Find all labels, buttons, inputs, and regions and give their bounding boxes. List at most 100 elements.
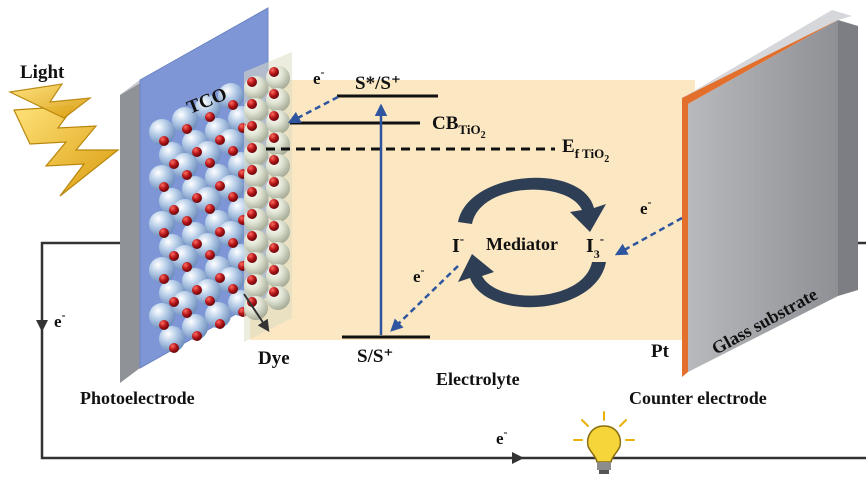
tio2-nanoparticle [218,267,244,293]
tio2-nanoparticle [195,141,221,167]
dye-molecule [247,187,257,197]
tio2-nanoparticle [172,245,198,271]
tio2-nanoparticle [218,83,244,109]
electron-label-regeneration: e- [413,263,425,286]
dye-molecule [205,204,215,214]
dye-molecule [247,275,257,285]
dye-particle-layer [244,66,290,320]
counter-electrode-side [838,20,858,296]
dye-molecule [247,77,257,87]
mediator-label: Mediator [486,234,558,254]
dye-molecule [159,136,169,146]
dye-molecule [269,155,279,165]
dye-molecule [192,147,202,157]
light-bulb-icon [573,411,635,474]
tio2-nanoparticle [205,302,231,328]
excited-state-label: S*/S⁺ [355,73,401,94]
dye-molecule [182,308,192,318]
electron-label-injection: e- [313,65,325,88]
dye-molecule [247,297,257,307]
dye-molecule [269,287,279,297]
wire-arrow-down [36,320,48,332]
dye-molecule [169,251,179,261]
ground-state-label: S/S⁺ [357,346,393,367]
dye-molecule [269,133,279,143]
dye-molecule [169,159,179,169]
triiodide-label: I3- [586,231,604,261]
dye-molecule [192,193,202,203]
dye-molecule [169,205,179,215]
tio2-nanoparticle [159,326,185,352]
dye-molecule [228,146,238,156]
dye-molecule [247,165,257,175]
dye-molecule [269,111,279,121]
tio2-nanoparticle [172,153,198,179]
tio2-nanoparticle [172,107,198,133]
dye-molecule [192,239,202,249]
dye-molecule [228,238,238,248]
dye-molecule [182,124,192,134]
tio2-nanoparticle [195,187,221,213]
tio2-nanoparticle [149,303,175,329]
dye-molecule [247,253,257,263]
dye-molecule [269,199,279,209]
dye-molecule [215,181,225,191]
photoelectrode-label: Photoelectrode [80,388,195,408]
dye-molecule [228,284,238,294]
pt-label: Pt [651,341,670,362]
dye-molecule [159,182,169,192]
dye-molecule [215,273,225,283]
tio2-nanoparticle [149,119,175,145]
dye-molecule [269,67,279,77]
dye-molecule [247,209,257,219]
mediator-cycle-icon [458,177,606,308]
tio2-nanoparticle [182,314,208,340]
dye-label: Dye [258,348,290,369]
tio2-nanoparticle [149,211,175,237]
dye-molecule [228,100,238,110]
electron-label-circuit-bottom: e- [496,425,508,448]
dye-molecule [205,158,215,168]
regeneration-arrow [390,265,459,332]
dye-molecule [228,192,238,202]
tio2-nanoparticle [172,291,198,317]
light-label: Light [20,62,65,83]
dye-molecule [192,285,202,295]
counter-electrode-label: Counter electrode [629,388,767,408]
dye-molecule [169,343,179,353]
dye-molecule [182,170,192,180]
tio2-nanoparticle [218,129,244,155]
tio2-nanoparticle [218,221,244,247]
dye-molecule [159,274,169,284]
fermi-level-label: Ef TiO2 [562,136,609,165]
injection-arrow [287,95,339,124]
dye-molecule [247,121,257,131]
tio2-nanoparticle [195,95,221,121]
conduction-band-label: CBTiO2 [432,113,486,141]
tio2-nanoparticle [149,257,175,283]
dye-molecule [205,250,215,260]
counter-electrode-top [682,10,852,98]
dye-molecule [247,143,257,153]
electrolyte-label: Electrolyte [436,369,520,389]
dye-molecule [205,112,215,122]
dye-molecule [192,331,202,341]
electron-label-circuit-left: e- [54,308,66,331]
dye-molecule [269,243,279,253]
tio2-nanoparticle [195,233,221,259]
photoelectrode-glass-side [120,80,140,383]
dye-molecule [159,228,169,238]
dye-molecule [159,320,169,330]
tio2-nanoparticle [149,165,175,191]
iodide-label: I- [452,231,464,257]
dye-molecule [269,265,279,275]
dye-molecule [215,319,225,329]
wire-arrow-right [512,452,524,464]
dye-molecule [269,221,279,231]
dye-molecule [269,89,279,99]
tio2-nanoparticle [218,175,244,201]
counter-electrode-arrow [614,216,683,256]
dye-molecule [215,135,225,145]
electron-label-counter: e- [640,195,652,218]
